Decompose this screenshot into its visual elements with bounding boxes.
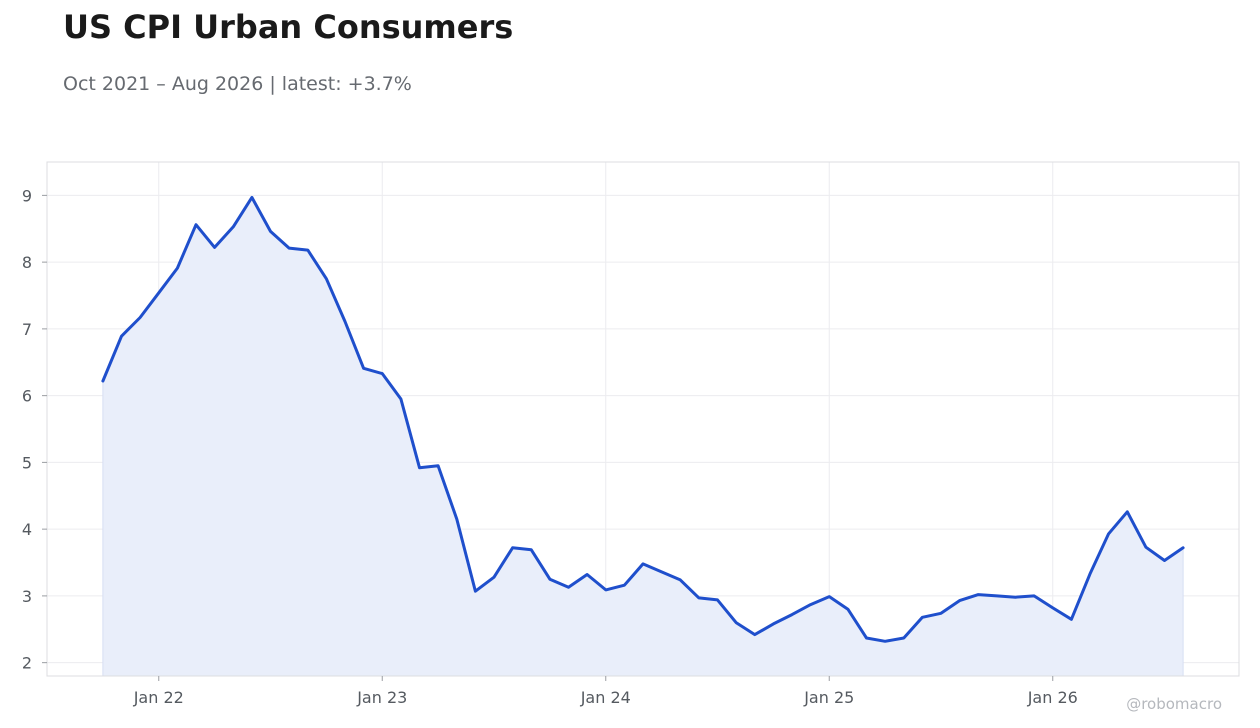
cpi-data-point (1014, 596, 1017, 599)
cpi-data-point (213, 246, 216, 249)
cpi-data-point (604, 588, 607, 591)
cpi-data-point (548, 578, 551, 581)
cpi-data-point (195, 223, 198, 226)
cpi-data-point (1144, 546, 1147, 549)
cpi-data-point (940, 612, 943, 615)
cpi-data-point (306, 249, 309, 252)
cpi-data-point (1126, 510, 1129, 513)
cpi-data-point (716, 599, 719, 602)
cpi-data-point (995, 594, 998, 597)
y-tick-label: 6 (22, 387, 32, 406)
cpi-data-point (1033, 594, 1036, 597)
cpi-data-point (530, 548, 533, 551)
cpi-data-point (269, 230, 272, 233)
cpi-data-point (865, 637, 868, 640)
cpi-data-point (418, 466, 421, 469)
cpi-data-point (1089, 572, 1092, 575)
cpi-series-line (101, 195, 1185, 643)
cpi-data-point (399, 398, 402, 401)
chart-subtitle: Oct 2021 – Aug 2026 | latest: +3.7% (63, 73, 412, 95)
cpi-data-point (809, 603, 812, 606)
x-tick-label: Jan 22 (133, 688, 184, 707)
cpi-data-point (697, 596, 700, 599)
x-tick-label: Jan 23 (356, 688, 407, 707)
y-tick-label: 7 (22, 320, 32, 339)
cpi-data-point (493, 576, 496, 579)
watermark: @robomacro (1126, 695, 1222, 713)
cpi-data-point (977, 593, 980, 596)
y-tick-label: 4 (22, 520, 32, 539)
cpi-data-point (511, 546, 514, 549)
cpi-data-point (772, 623, 775, 626)
cpi-data-point (344, 320, 347, 323)
cpi-data-point (120, 335, 123, 338)
cpi-data-point (101, 380, 104, 383)
cpi-data-point (586, 573, 589, 576)
cpi-data-point (381, 372, 384, 375)
cpi-data-point (735, 621, 738, 624)
cpi-data-point (325, 277, 328, 280)
cpi-data-point (1107, 532, 1110, 535)
cpi-data-point (958, 599, 961, 602)
plot-frame (46, 161, 1240, 677)
cpi-data-point (1163, 559, 1166, 562)
cpi-data-point (884, 640, 887, 643)
cpi-data-point (567, 586, 570, 589)
cpi-data-point (679, 578, 682, 581)
cpi-data-point (437, 464, 440, 467)
y-tick-label: 5 (22, 453, 32, 472)
cpi-data-point (176, 267, 179, 270)
cpi-data-point (250, 196, 253, 199)
cpi-data-point (139, 316, 142, 319)
chart-title: US CPI Urban Consumers (63, 8, 514, 46)
cpi-data-point (288, 247, 291, 250)
cpi-data-point (753, 633, 756, 636)
cpi-data-point (791, 613, 794, 616)
y-tick-label: 3 (22, 587, 32, 606)
cpi-data-point (623, 584, 626, 587)
cpi-data-point (846, 608, 849, 611)
cpi-data-point (902, 637, 905, 640)
cpi-data-point (474, 590, 477, 593)
cpi-data-point (362, 367, 365, 370)
cpi-data-point (455, 518, 458, 521)
cpi-data-point (1182, 546, 1185, 549)
cpi-data-point (642, 562, 645, 565)
x-tick-label: Jan 26 (1027, 688, 1078, 707)
y-tick-label: 9 (22, 186, 32, 205)
cpi-data-point (921, 616, 924, 619)
cpi-data-point (1051, 607, 1054, 610)
cpi-data-point (828, 595, 831, 598)
cpi-data-point (232, 225, 235, 228)
x-tick-label: Jan 25 (803, 688, 854, 707)
cpi-data-point (660, 570, 663, 573)
cpi-area-fill (102, 196, 1184, 677)
x-tick-label: Jan 24 (580, 688, 631, 707)
cpi-data-point (157, 291, 160, 294)
y-tick-label: 8 (22, 253, 32, 272)
cpi-data-point (1070, 618, 1073, 621)
y-tick-label: 2 (22, 654, 32, 673)
